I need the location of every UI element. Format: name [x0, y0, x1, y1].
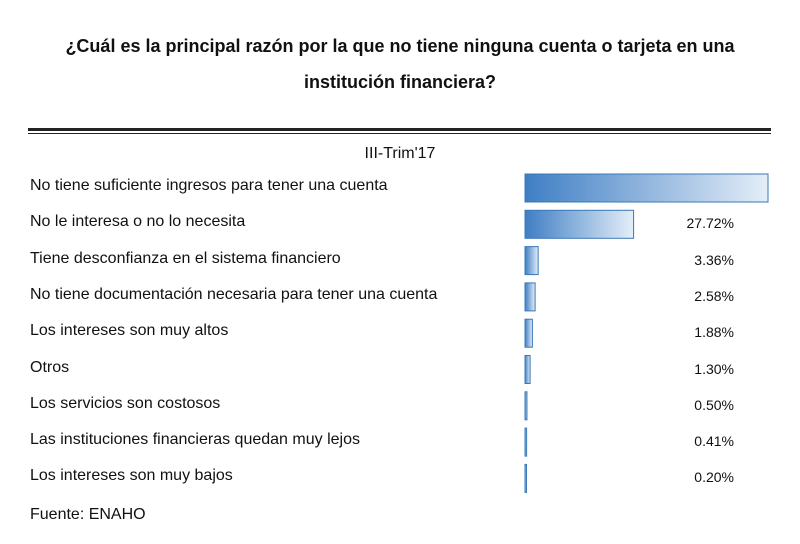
bar	[524, 391, 528, 421]
category-label: Las instituciones financieras quedan muy…	[30, 431, 360, 449]
top-rule-thin	[28, 133, 771, 134]
value-label: 1.30%	[694, 360, 734, 377]
value-label: 0.50%	[694, 396, 734, 413]
category-label: No tiene documentación necesaria para te…	[30, 285, 438, 303]
bar	[524, 282, 536, 312]
bar	[524, 318, 533, 348]
period-header: III-Trim'17	[364, 145, 436, 162]
category-label: No tiene suficiente ingresos para tener …	[30, 177, 388, 194]
category-label: Los intereses son muy bajos	[30, 467, 233, 485]
value-label: 2.58%	[694, 287, 734, 304]
bar	[524, 173, 769, 203]
value-label: 27.72%	[686, 215, 734, 232]
category-label: Los intereses son muy altos	[30, 322, 229, 340]
category-label: Tiene desconfianza en el sistema financi…	[30, 249, 341, 267]
value-label: 0.41%	[694, 433, 734, 450]
category-label: Otros	[30, 358, 70, 376]
category-label: No le interesa o no lo necesita	[30, 213, 246, 231]
top-rule-thick	[28, 128, 771, 131]
value-label: 0.20%	[694, 469, 734, 486]
bar	[524, 463, 527, 493]
value-label: 3.36%	[694, 251, 734, 268]
source-note: Fuente: ENAHO	[30, 506, 146, 523]
bar	[524, 209, 635, 239]
bar	[524, 427, 528, 457]
bar	[524, 246, 539, 276]
value-label: 1.88%	[694, 324, 734, 341]
category-label: Los servicios son costosos	[30, 394, 221, 412]
chart-title: ¿Cuál es la principal razón por la que n…	[65, 36, 735, 92]
bar	[524, 355, 531, 384]
